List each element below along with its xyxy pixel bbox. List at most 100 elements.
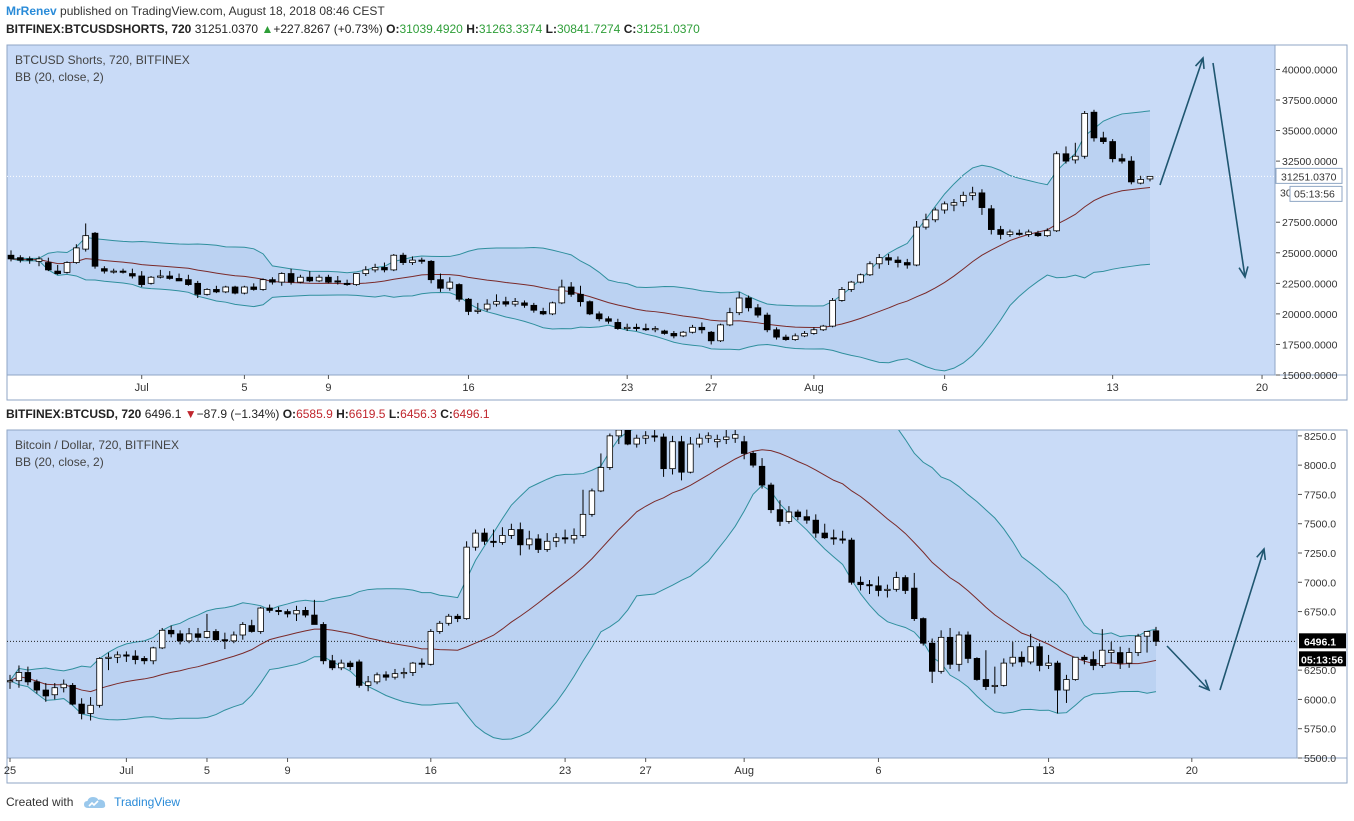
bottom-candle[interactable] xyxy=(740,435,748,460)
bottom-candle[interactable] xyxy=(320,622,327,665)
bottom-candle[interactable] xyxy=(1009,642,1016,667)
bottom-candle[interactable] xyxy=(87,697,94,721)
bottom-candle[interactable] xyxy=(1018,651,1025,667)
top-candle[interactable] xyxy=(1090,109,1098,142)
top-candle[interactable] xyxy=(427,260,435,284)
bottom-candle[interactable] xyxy=(159,627,166,650)
top-projection-arrow-down[interactable] xyxy=(1212,62,1249,279)
bottom-candle[interactable] xyxy=(347,660,354,671)
bottom-candle[interactable] xyxy=(51,683,58,700)
bottom-candle[interactable] xyxy=(812,514,819,538)
bottom-candle[interactable] xyxy=(33,679,41,694)
top-candle[interactable] xyxy=(483,299,491,312)
bottom-candle[interactable] xyxy=(69,683,76,706)
bottom-candle[interactable] xyxy=(714,434,721,448)
bottom-candle[interactable] xyxy=(15,665,23,688)
bottom-candle[interactable] xyxy=(1152,626,1160,646)
bottom-candle[interactable] xyxy=(373,672,381,685)
top-candle[interactable] xyxy=(997,225,1004,240)
bottom-candle[interactable] xyxy=(78,698,85,720)
top-candle[interactable] xyxy=(978,189,986,215)
top-candle[interactable] xyxy=(278,272,286,286)
top-candle[interactable] xyxy=(801,331,808,338)
top-candle[interactable] xyxy=(101,266,108,274)
top-candle[interactable] xyxy=(829,298,836,328)
bottom-candle[interactable] xyxy=(723,430,730,445)
bottom-candle[interactable] xyxy=(552,533,560,548)
bottom-candle[interactable] xyxy=(293,605,300,621)
top-candle[interactable] xyxy=(1016,229,1023,236)
top-candle[interactable] xyxy=(82,223,89,252)
top-candle[interactable] xyxy=(399,252,407,265)
bottom-candle[interactable] xyxy=(24,666,32,686)
top-candle[interactable] xyxy=(287,268,295,285)
top-candle[interactable] xyxy=(157,269,164,279)
top-candle[interactable] xyxy=(325,274,332,284)
top-candle[interactable] xyxy=(931,207,939,223)
bottom-candle[interactable] xyxy=(257,606,264,634)
bottom-candle[interactable] xyxy=(338,659,345,671)
top-candle[interactable] xyxy=(203,288,211,296)
top-candle[interactable] xyxy=(213,285,220,294)
bottom-candle[interactable] xyxy=(633,434,640,448)
bottom-candle[interactable] xyxy=(982,650,990,691)
top-candle[interactable] xyxy=(1109,139,1116,163)
top-symbol[interactable]: BITFINEX:BTCUSDSHORTS, 720 xyxy=(6,22,192,36)
top-candle[interactable] xyxy=(297,274,304,284)
bottom-candle[interactable] xyxy=(821,523,828,539)
top-candle[interactable] xyxy=(941,201,948,214)
bottom-candle[interactable] xyxy=(150,646,157,665)
bottom-candle[interactable] xyxy=(964,631,972,664)
top-candle[interactable] xyxy=(250,283,258,291)
bottom-candle[interactable] xyxy=(1108,642,1115,664)
bottom-candle[interactable] xyxy=(839,530,846,544)
bottom-candle[interactable] xyxy=(1143,631,1151,653)
bottom-candle[interactable] xyxy=(830,529,837,545)
top-candle[interactable] xyxy=(437,273,444,292)
bottom-candle[interactable] xyxy=(678,435,685,481)
bottom-candle[interactable] xyxy=(794,509,802,521)
bottom-candle[interactable] xyxy=(606,433,614,470)
top-candle[interactable] xyxy=(549,301,556,316)
top-candle[interactable] xyxy=(614,318,622,330)
bottom-candle[interactable] xyxy=(284,609,291,618)
top-candle[interactable] xyxy=(334,276,342,285)
top-candle[interactable] xyxy=(707,331,715,345)
top-candle[interactable] xyxy=(847,280,855,292)
bottom-candle[interactable] xyxy=(1090,651,1097,671)
top-candle[interactable] xyxy=(810,327,818,335)
top-candle[interactable] xyxy=(959,191,967,207)
top-candle[interactable] xyxy=(679,331,687,338)
bottom-candle[interactable] xyxy=(123,651,130,662)
bottom-candle[interactable] xyxy=(660,433,667,477)
top-candle[interactable] xyxy=(185,274,192,286)
bottom-candle[interactable] xyxy=(1027,633,1034,665)
top-candle[interactable] xyxy=(231,285,239,295)
top-candle[interactable] xyxy=(362,266,370,276)
bottom-candle[interactable] xyxy=(409,661,417,676)
bottom-candle[interactable] xyxy=(1045,654,1052,669)
bottom-candle[interactable] xyxy=(696,433,703,448)
top-candle[interactable] xyxy=(1053,151,1060,232)
bottom-candle[interactable] xyxy=(579,489,587,538)
bottom-candle[interactable] xyxy=(490,529,497,548)
top-candle[interactable] xyxy=(670,331,678,339)
top-candle[interactable] xyxy=(689,324,696,334)
top-candle[interactable] xyxy=(913,221,920,267)
bottom-candle[interactable] xyxy=(848,537,855,585)
top-candle[interactable] xyxy=(903,258,911,269)
top-price-axis[interactable] xyxy=(1274,44,1348,376)
top-candle[interactable] xyxy=(969,186,976,201)
top-candle[interactable] xyxy=(129,268,136,279)
top-candle[interactable] xyxy=(642,323,650,331)
bottom-symbol[interactable]: BITFINEX:BTCUSD, 720 xyxy=(6,407,142,421)
top-candle[interactable] xyxy=(773,327,780,340)
bottom-candle[interactable] xyxy=(615,426,622,445)
bottom-candle[interactable] xyxy=(875,576,882,597)
bottom-candle[interactable] xyxy=(911,572,918,621)
top-candle[interactable] xyxy=(147,276,155,285)
author-name[interactable]: MrRenev xyxy=(6,4,57,18)
bottom-candle[interactable] xyxy=(920,617,927,646)
top-candle[interactable] xyxy=(754,304,762,318)
top-candle[interactable] xyxy=(521,300,528,308)
